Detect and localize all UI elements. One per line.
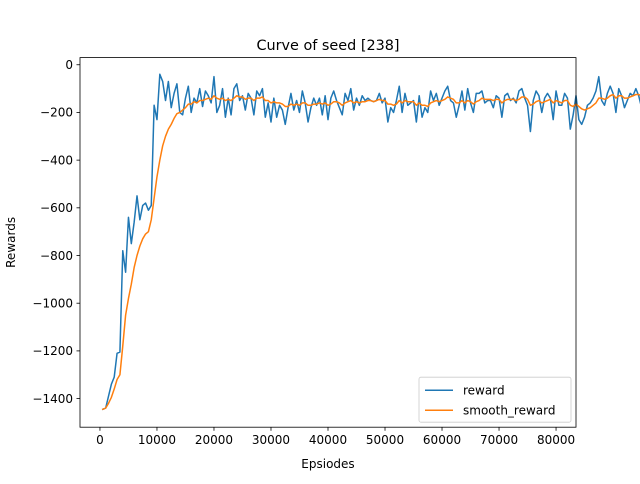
x-tick-label: 20000 xyxy=(195,433,233,447)
series-line-smooth-reward xyxy=(101,93,640,411)
chart-title: Curve of seed [238] xyxy=(256,38,399,54)
y-tick-label: −1000 xyxy=(32,297,73,311)
x-tick-label: 40000 xyxy=(309,433,347,447)
x-tick-label: 50000 xyxy=(366,433,404,447)
y-axis-label: Rewards xyxy=(4,217,18,268)
x-axis: 0 10000 20000 30000 40000 50000 60000 70000 8000… xyxy=(96,427,575,447)
series-layer xyxy=(101,73,640,411)
x-tick-label: 80000 xyxy=(537,433,575,447)
x-tick-label: 60000 xyxy=(423,433,461,447)
y-tick-label: −200 xyxy=(40,106,73,120)
y-axis: 0 −200 −400 −600 −800 −1000 −1200 −1400 xyxy=(32,58,80,406)
y-tick-label: −800 xyxy=(40,249,73,263)
x-tick-label: 70000 xyxy=(480,433,518,447)
y-tick-label: 0 xyxy=(65,58,73,72)
y-tick-label: −600 xyxy=(40,201,73,215)
x-tick-label: 0 xyxy=(96,433,104,447)
x-tick-label: 10000 xyxy=(138,433,176,447)
legend-box xyxy=(418,376,572,423)
y-tick-label: −1400 xyxy=(32,392,73,406)
axes-frame xyxy=(79,57,577,428)
legend-label-reward: reward xyxy=(463,384,505,398)
legend-label-smooth-reward: smooth_reward xyxy=(463,404,556,418)
series-line-reward xyxy=(101,73,640,411)
legend: reward smooth_reward xyxy=(418,376,572,423)
x-axis-label: Epsiodes xyxy=(301,457,354,471)
y-tick-label: −400 xyxy=(40,153,73,167)
y-tick-label: −1200 xyxy=(32,344,73,358)
x-tick-label: 30000 xyxy=(252,433,290,447)
